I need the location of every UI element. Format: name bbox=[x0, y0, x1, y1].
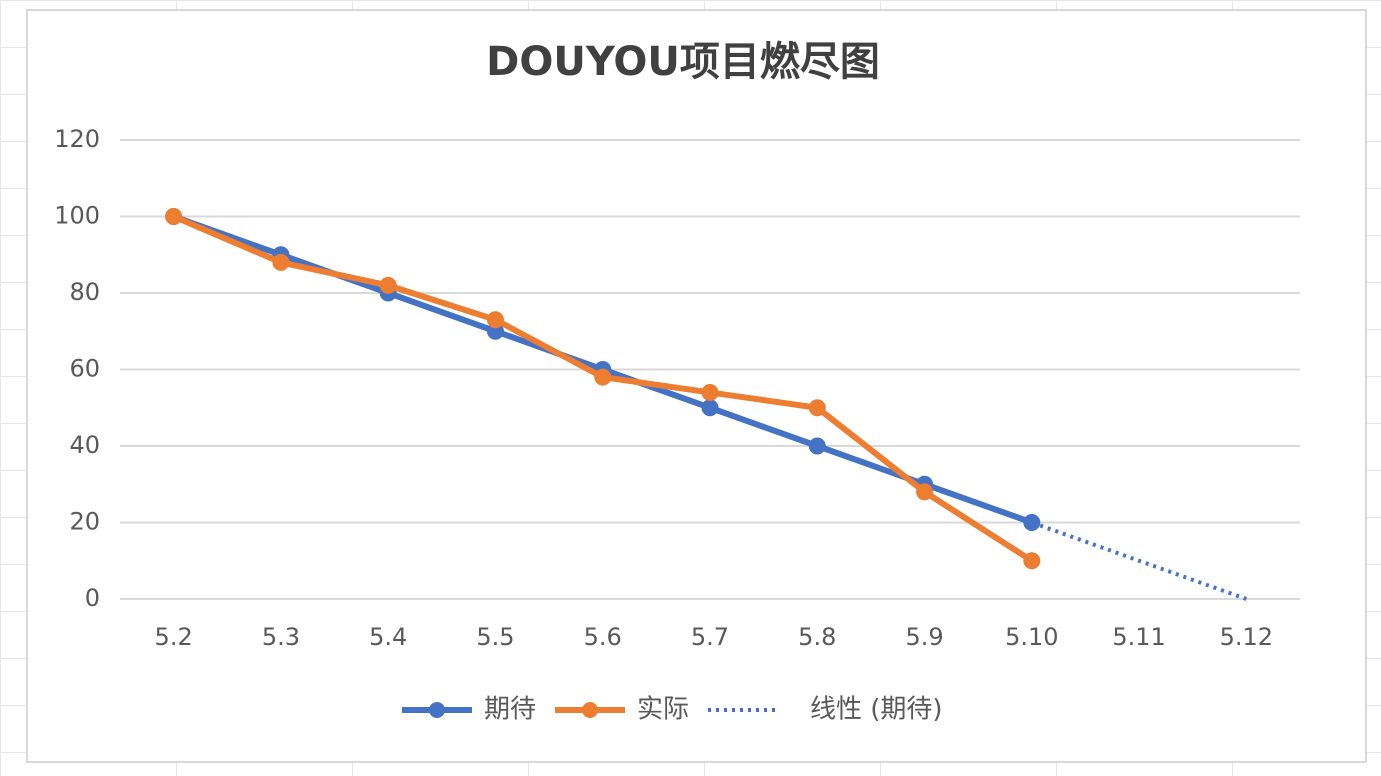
marker bbox=[916, 483, 934, 501]
marker bbox=[701, 383, 719, 401]
marker bbox=[165, 208, 183, 225]
x-tick-label: 5.5 bbox=[476, 623, 514, 651]
marker bbox=[272, 253, 290, 271]
x-tick-label: 5.7 bbox=[691, 623, 729, 651]
x-tick-label: 5.12 bbox=[1220, 623, 1273, 651]
y-tick-label: 100 bbox=[54, 202, 100, 230]
chart-title: DOUYOU项目燃尽图 bbox=[486, 39, 880, 85]
chart-frame bbox=[26, 9, 1367, 763]
y-tick-label: 80 bbox=[69, 278, 100, 306]
y-tick-label: 60 bbox=[69, 355, 100, 383]
y-tick-label: 0 bbox=[85, 584, 100, 612]
marker bbox=[1023, 552, 1041, 570]
marker bbox=[1023, 514, 1041, 531]
y-tick-label: 40 bbox=[69, 431, 100, 459]
marker bbox=[486, 311, 504, 329]
y-tick-label: 20 bbox=[69, 508, 100, 536]
marker bbox=[808, 437, 826, 455]
x-tick-label: 5.4 bbox=[369, 623, 407, 651]
x-tick-label: 5.3 bbox=[262, 623, 300, 651]
marker bbox=[701, 399, 719, 417]
x-tick-label: 5.6 bbox=[584, 623, 622, 651]
x-tick-label: 5.9 bbox=[905, 623, 943, 651]
marker bbox=[379, 276, 397, 294]
y-tick-label: 120 bbox=[54, 125, 100, 153]
x-tick-label: 5.8 bbox=[798, 623, 836, 651]
marker bbox=[808, 399, 826, 417]
legend-marker bbox=[429, 702, 445, 718]
legend-label: 线性 (期待) bbox=[810, 695, 943, 725]
x-tick-label: 5.2 bbox=[155, 623, 193, 651]
x-tick-label: 5.11 bbox=[1112, 623, 1165, 651]
legend-label: 实际 bbox=[637, 695, 689, 725]
marker bbox=[594, 368, 612, 386]
legend-label: 期待 bbox=[484, 695, 536, 725]
x-tick-label: 5.10 bbox=[1005, 623, 1058, 651]
legend-marker bbox=[582, 702, 598, 718]
